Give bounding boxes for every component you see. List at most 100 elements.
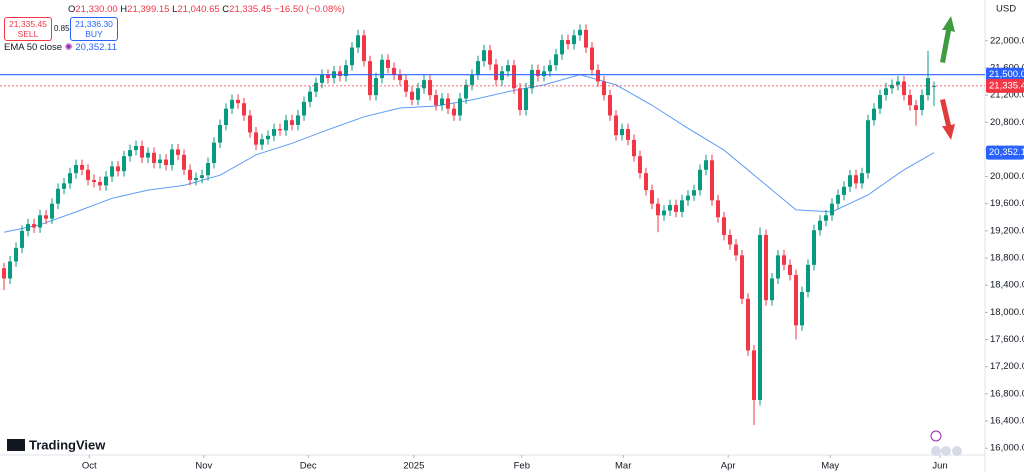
candle-body: [398, 74, 403, 81]
candle-body: [176, 149, 181, 155]
candle-body: [14, 247, 19, 262]
candle-body: [854, 175, 859, 184]
y-tick-label: 19,200.00: [990, 225, 1024, 236]
candle-body: [506, 65, 511, 72]
x-tick-label: Oct: [82, 461, 97, 472]
candle-body: [104, 176, 109, 186]
ohlc-value: 21,399.15: [127, 4, 170, 15]
candle-body: [692, 190, 697, 196]
candle-body: [56, 188, 61, 204]
price-tag-label: 21,335.45: [989, 80, 1024, 91]
candle-body: [2, 268, 7, 279]
candle-body: [884, 88, 889, 96]
candle-body: [638, 156, 643, 174]
candle-body: [614, 115, 619, 136]
candle-body: [536, 69, 541, 77]
candle-body: [878, 95, 883, 109]
candle-body: [350, 47, 355, 66]
flag-icon: [952, 446, 962, 456]
candle-body: [32, 224, 37, 228]
ohlc-legend: O21,330.00 H21,399.15 L21,040.65 C21,335…: [68, 4, 345, 15]
candle-body: [98, 182, 103, 186]
x-tick-label: Mar: [615, 461, 631, 472]
sell-button[interactable]: 21,335.45 SELL: [4, 17, 52, 41]
candle-body: [668, 205, 673, 211]
candle-body: [80, 165, 85, 170]
candle-body: [602, 81, 607, 96]
candle-body: [158, 159, 163, 163]
x-tick-label: Feb: [514, 461, 530, 472]
candle-body: [740, 255, 745, 299]
y-tick-label: 16,400.00: [990, 416, 1024, 427]
indicator-icon[interactable]: ✺: [64, 42, 73, 53]
candle-body: [812, 230, 817, 265]
candle-body: [626, 129, 631, 140]
ohlc-key: L: [172, 4, 178, 15]
candle-body: [716, 200, 721, 218]
ohlc-value: 21,330.00: [75, 4, 118, 15]
candle-body: [746, 298, 751, 351]
candle-body: [518, 88, 523, 111]
candle-body: [416, 88, 421, 100]
y-tick-label: 17,200.00: [990, 361, 1024, 372]
candle-body: [758, 234, 763, 400]
flag-icon: [931, 446, 941, 456]
candle-body: [68, 173, 73, 184]
candle-body: [254, 132, 259, 145]
candle-body: [866, 120, 871, 174]
candle-body: [896, 81, 901, 85]
y-tick-label: 18,400.00: [990, 280, 1024, 291]
candle-body: [776, 255, 781, 279]
indicator-value: 20,352.11: [75, 42, 117, 53]
candle-body: [620, 129, 625, 136]
candle-body: [710, 160, 715, 201]
candle-body: [902, 81, 907, 96]
candle-body: [110, 166, 115, 177]
candle-body: [932, 85, 937, 87]
candle-body: [410, 91, 415, 100]
candle-body: [116, 166, 121, 172]
candle-body: [800, 292, 805, 326]
candle-body: [872, 108, 877, 121]
candle-body: [422, 80, 427, 89]
x-tick-label: May: [821, 461, 839, 472]
candle-body: [374, 78, 379, 96]
candle-body: [782, 255, 787, 265]
x-tick-label: Dec: [300, 461, 317, 472]
candle-body: [230, 99, 235, 109]
ohlc-key: O: [68, 4, 76, 15]
candle-body: [572, 35, 577, 45]
candle-body: [728, 234, 733, 245]
candle-body: [752, 350, 757, 400]
candle-body: [662, 210, 667, 216]
candle-body: [86, 169, 91, 180]
candle-body: [218, 124, 223, 143]
candle-body: [656, 203, 661, 216]
candle-body: [302, 101, 307, 116]
candle-body: [482, 50, 487, 62]
x-tick-label: Nov: [195, 461, 212, 472]
candle-body: [362, 35, 367, 62]
candle-body: [830, 203, 835, 216]
candle-body: [368, 61, 373, 96]
candle-body: [704, 160, 709, 170]
event-icon: [930, 430, 942, 442]
candle-body: [686, 195, 691, 201]
candle-body: [842, 186, 847, 195]
sell-price: 21,335.45: [9, 19, 47, 29]
candle-body: [44, 215, 49, 219]
y-tick-label: 16,000.00: [990, 443, 1024, 454]
candle-body: [314, 82, 319, 92]
candle-body: [26, 224, 31, 231]
candle-body: [62, 183, 67, 189]
candle-body: [146, 152, 151, 158]
candle-body: [464, 84, 469, 99]
candle-body: [734, 244, 739, 256]
candle-body: [578, 29, 583, 36]
buy-button[interactable]: 21,336.30 BUY: [70, 17, 118, 41]
candle-body: [284, 120, 289, 131]
candle-body: [260, 139, 265, 145]
candle-body: [188, 169, 193, 180]
candle-body: [488, 50, 493, 65]
